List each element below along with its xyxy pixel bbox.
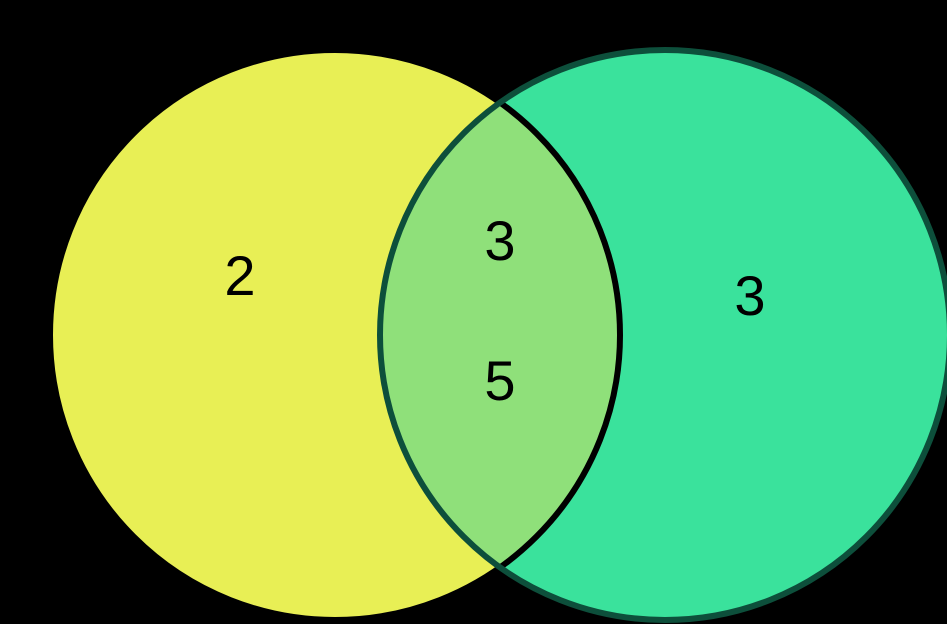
venn-label-right: 3 — [734, 264, 765, 327]
venn-diagram: 2 3 3 5 — [0, 0, 947, 624]
venn-label-left: 2 — [224, 244, 255, 307]
venn-label-center-bottom: 5 — [484, 349, 515, 412]
venn-svg: 2 3 3 5 — [0, 0, 947, 624]
venn-label-center-top: 3 — [484, 209, 515, 272]
